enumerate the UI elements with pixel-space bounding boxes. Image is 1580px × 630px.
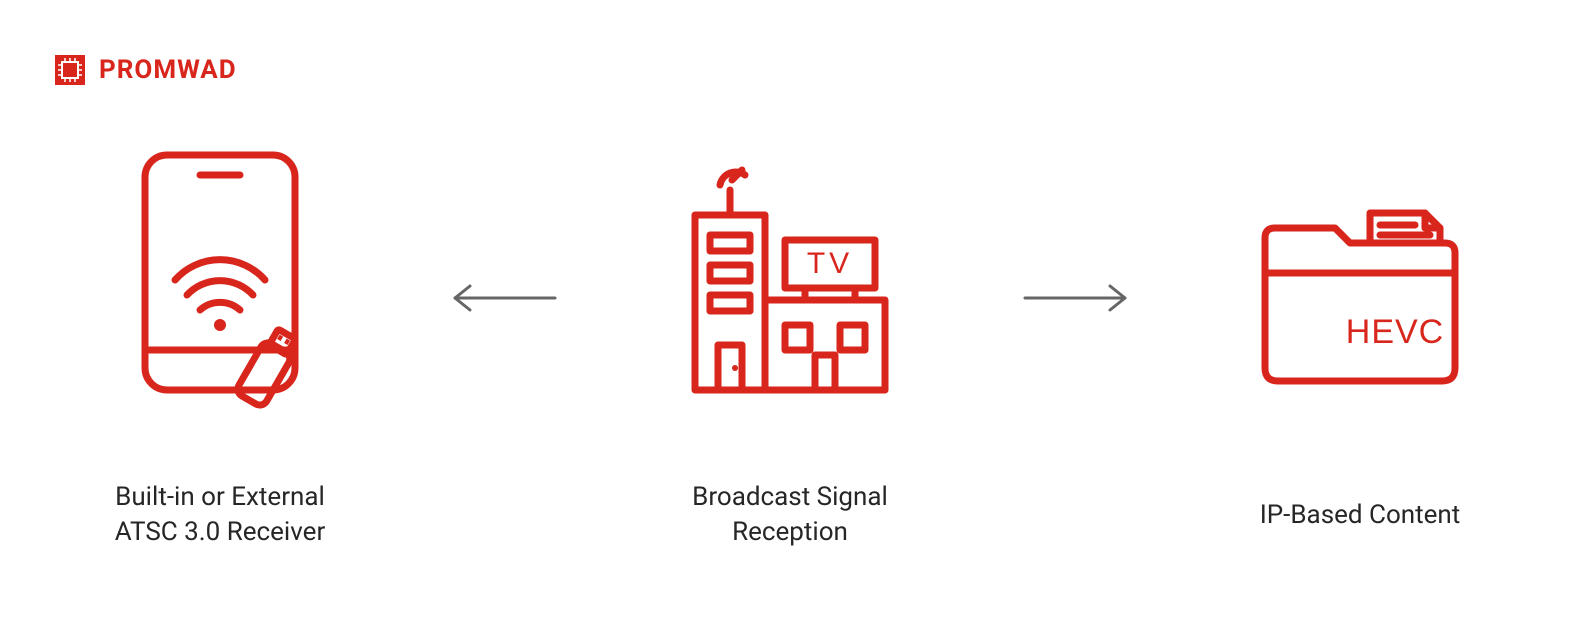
label-line: Broadcast Signal	[692, 482, 888, 512]
brand-logo: PROMWAD	[55, 55, 237, 85]
label-line: IP-Based Content	[1260, 500, 1461, 530]
label-line: Built-in or External	[115, 482, 325, 512]
node-receiver: Built-in or External ATSC 3.0 Receiver	[60, 145, 380, 550]
node-broadcast: TV Broadcast Signal Reception	[630, 145, 950, 550]
node-receiver-label: Built-in or External ATSC 3.0 Receiver	[115, 480, 326, 550]
hevc-text: HEVC	[1346, 313, 1444, 351]
node-broadcast-label: Broadcast Signal Reception	[692, 480, 888, 550]
tv-station-icon: TV	[660, 145, 920, 425]
tv-text: TV	[807, 247, 853, 280]
arrow-right-icon	[1010, 278, 1140, 318]
phone-wifi-usb-icon	[90, 145, 350, 425]
diagram: Built-in or External ATSC 3.0 Receiver	[0, 145, 1580, 550]
brand-name: PROMWAD	[99, 55, 237, 85]
node-ip-label: IP-Based Content	[1260, 498, 1461, 533]
chip-icon	[55, 55, 85, 85]
folder-hevc-icon: HEVC	[1230, 163, 1490, 443]
node-ip: HEVC IP-Based Content	[1200, 163, 1520, 533]
label-line: Reception	[732, 517, 848, 547]
arrow-left-icon	[440, 278, 570, 318]
label-line: ATSC 3.0 Receiver	[115, 517, 326, 547]
